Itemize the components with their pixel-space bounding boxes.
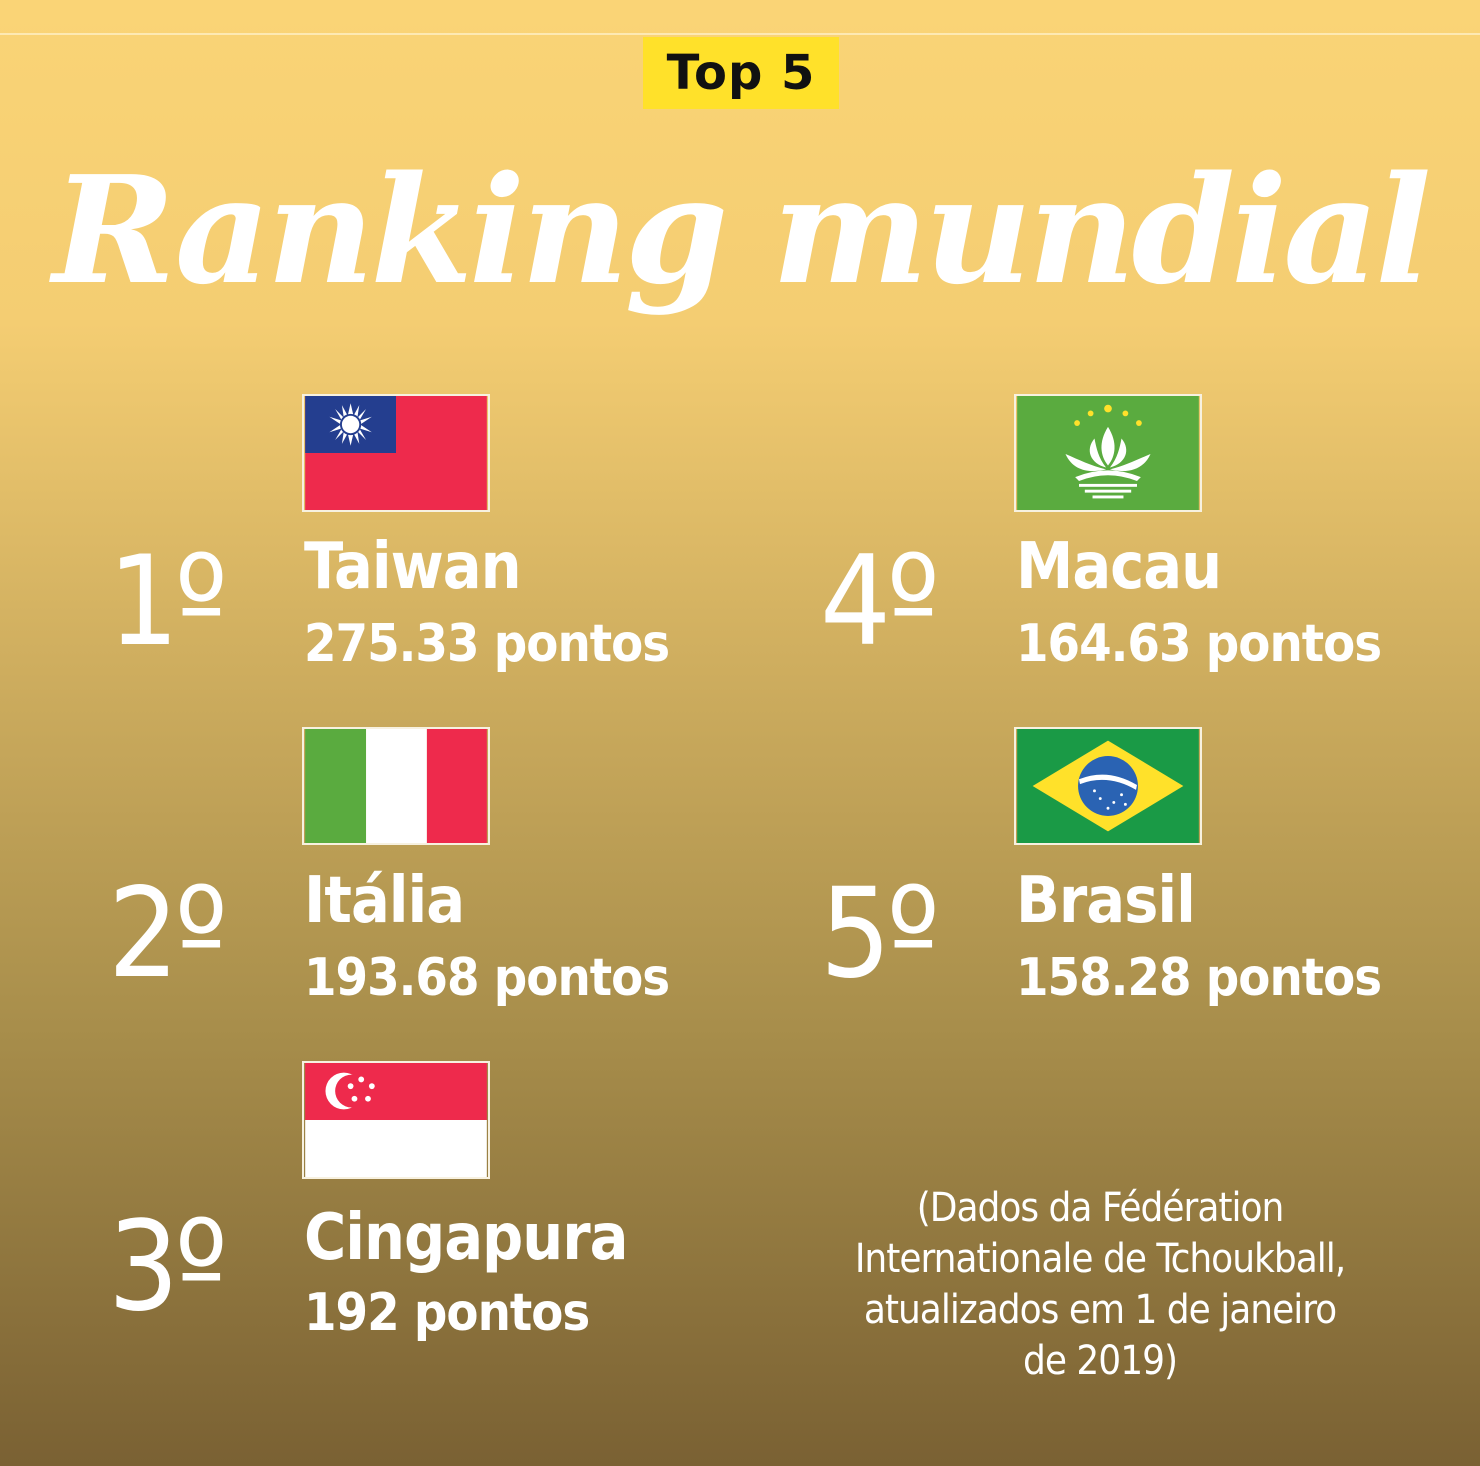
macau-flag-icon — [1014, 394, 1202, 512]
top5-badge: Top 5 — [643, 37, 839, 109]
rank-4: 4º — [820, 530, 939, 674]
country-name-taiwan: Taiwan — [304, 530, 522, 604]
taiwan-flag-icon — [302, 394, 490, 512]
points-taiwan: 275.33 pontos — [304, 614, 670, 674]
rank-2: 2º — [108, 862, 227, 1006]
italy-flag-icon — [302, 727, 490, 845]
singapore-flag-icon — [302, 1061, 490, 1179]
points-singapore: 192 pontos — [304, 1283, 590, 1343]
top-divider — [0, 33, 1480, 35]
page-title: Ranking mundial — [52, 143, 1432, 317]
rank-3: 3º — [108, 1195, 227, 1339]
rank-1: 1º — [108, 530, 227, 674]
rank-5: 5º — [820, 862, 939, 1006]
country-name-singapore: Cingapura — [304, 1201, 628, 1275]
points-macau: 164.63 pontos — [1016, 614, 1382, 674]
country-name-italy: Itália — [304, 864, 465, 938]
country-name-macau: Macau — [1016, 530, 1222, 604]
brazil-flag-icon — [1014, 727, 1202, 845]
points-italy: 193.68 pontos — [304, 948, 670, 1008]
country-name-brazil: Brasil — [1016, 864, 1196, 938]
source-note: (Dados da Fédération Internationale de T… — [854, 1185, 1346, 1384]
points-brazil: 158.28 pontos — [1016, 948, 1382, 1008]
